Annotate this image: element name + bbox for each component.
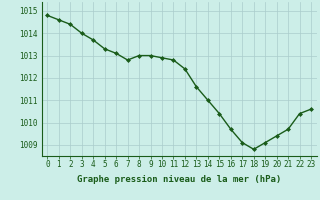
X-axis label: Graphe pression niveau de la mer (hPa): Graphe pression niveau de la mer (hPa) [77,175,281,184]
